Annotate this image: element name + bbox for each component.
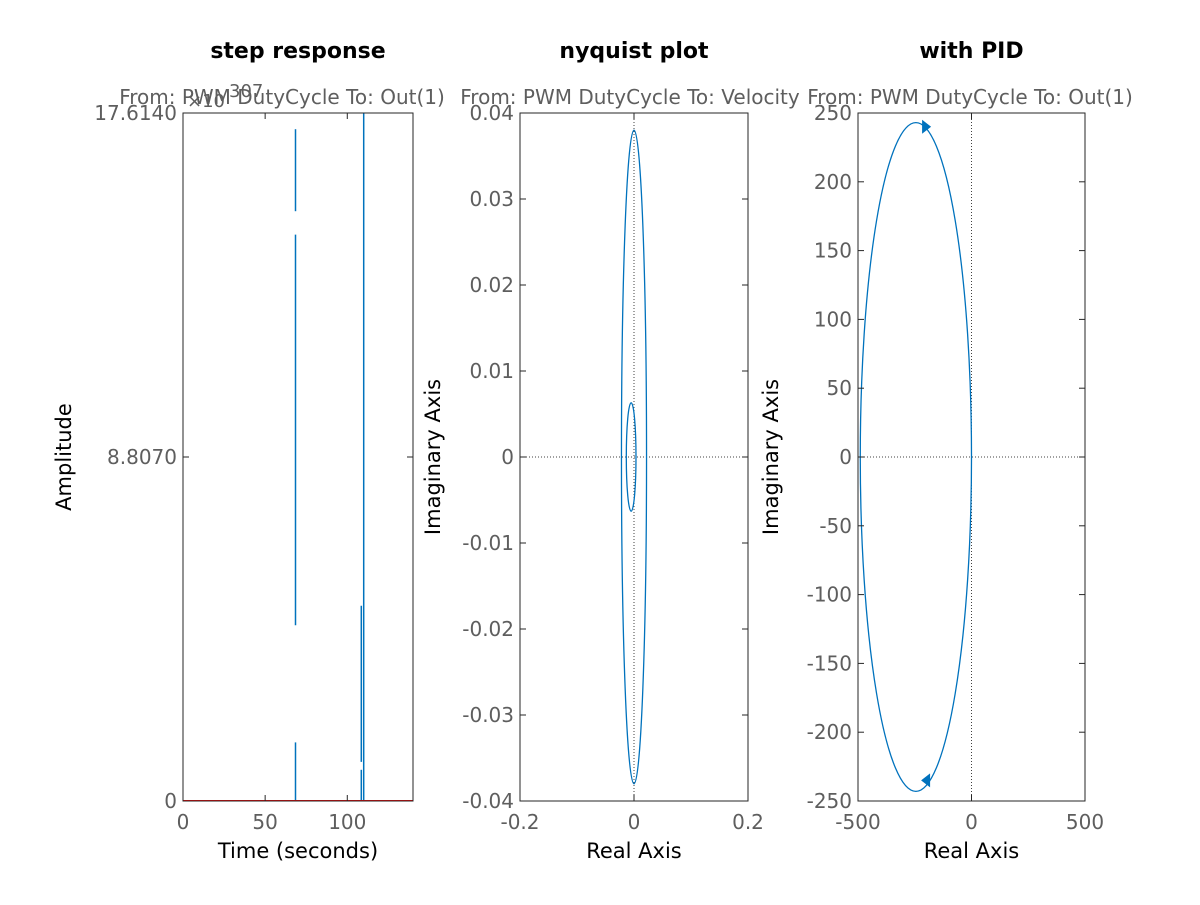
- x-tick-label: 0: [177, 810, 190, 834]
- direction-arrow-1: [921, 773, 931, 788]
- y-tick-label: -150: [807, 651, 852, 675]
- x-axis-label: Time (seconds): [217, 839, 378, 863]
- y-tick-label: 8.8070: [107, 445, 177, 469]
- chart-3: with PID From: PWM DutyCycle To: Out(1) -5…: [759, 39, 1133, 863]
- chart-subtitle: From: PWM DutyCycle To: Out(1): [119, 85, 445, 109]
- chart-2: nyquist plot From: PWM DutyCycle To: Velo…: [421, 39, 800, 863]
- plot-area: [620, 129, 648, 785]
- y-tick-label: -0.03: [462, 703, 514, 727]
- y-tick-label: -200: [807, 720, 852, 744]
- x-tick-label: -0.2: [500, 810, 539, 834]
- x-axis-label: Real Axis: [924, 839, 1020, 863]
- y-tick-label: 0: [501, 445, 514, 469]
- x-tick-label: 0: [628, 810, 641, 834]
- y-axis-label: Amplitude: [52, 403, 76, 511]
- y-tick-label: 0.04: [469, 101, 514, 125]
- y-tick-label: 0.01: [469, 359, 514, 383]
- y-tick-label: 200: [814, 170, 852, 194]
- y-tick-label: 100: [814, 307, 852, 331]
- plot-area: [183, 113, 413, 801]
- chart-1: step response From: PWM DutyCycle To: Out…: [52, 39, 445, 863]
- y-tick-label: -250: [807, 789, 852, 813]
- x-tick-label: 100: [328, 810, 366, 834]
- y-axis-label: Imaginary Axis: [759, 379, 783, 535]
- y-tick-label: -0.02: [462, 617, 514, 641]
- y-tick-label: -100: [807, 583, 852, 607]
- y-tick-label: -50: [819, 514, 852, 538]
- y-exponent-power: 307: [229, 81, 263, 102]
- direction-arrow-0: [922, 119, 932, 134]
- x-tick-label: 0: [965, 810, 978, 834]
- y-tick-label: 0.02: [469, 273, 514, 297]
- chart-subtitle: From: PWM DutyCycle To: Velocity: [460, 85, 800, 109]
- nyquist-curve-1: [625, 402, 637, 512]
- chart-title: step response: [210, 39, 385, 64]
- x-tick-label: -500: [835, 810, 880, 834]
- plot-area: [859, 119, 973, 793]
- y-tick-label: 0: [164, 789, 177, 813]
- y-tick-label: 0.03: [469, 187, 514, 211]
- x-tick-label: 500: [1066, 810, 1104, 834]
- y-tick-label: 17.6140: [94, 101, 177, 125]
- y-tick-label: 50: [827, 376, 852, 400]
- axes-box: [182, 112, 414, 802]
- nyquist-curve-0: [620, 129, 648, 785]
- y-tick-label: -0.01: [462, 531, 514, 555]
- y-tick-label: 250: [814, 101, 852, 125]
- chart-subtitle: From: PWM DutyCycle To: Out(1): [807, 85, 1133, 109]
- y-exponent-base: ×10: [187, 91, 225, 112]
- y-tick-label: 150: [814, 239, 852, 263]
- x-axis-label: Real Axis: [586, 839, 682, 863]
- chart-title: with PID: [919, 39, 1023, 64]
- x-tick-label: 50: [252, 810, 277, 834]
- y-tick-label: 0: [839, 445, 852, 469]
- y-tick-label: -0.04: [462, 789, 514, 813]
- chart-title: nyquist plot: [559, 39, 709, 64]
- y-axis-label: Imaginary Axis: [421, 379, 445, 535]
- x-tick-label: 0.2: [732, 810, 764, 834]
